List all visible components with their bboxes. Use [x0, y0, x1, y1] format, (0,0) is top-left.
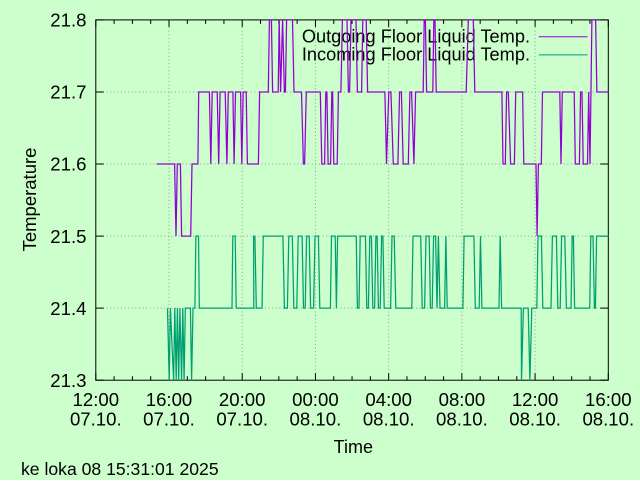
svg-text:08.10.: 08.10.: [363, 409, 415, 430]
svg-text:12:00: 12:00: [73, 389, 120, 410]
svg-text:08.10.: 08.10.: [290, 409, 342, 430]
svg-text:12:00: 12:00: [512, 389, 559, 410]
svg-text:21.7: 21.7: [50, 82, 86, 103]
svg-text:20:00: 20:00: [219, 389, 266, 410]
svg-text:21.6: 21.6: [50, 154, 86, 175]
svg-text:04:00: 04:00: [365, 389, 412, 410]
svg-text:21.4: 21.4: [50, 298, 86, 319]
svg-text:07.10.: 07.10.: [216, 409, 268, 430]
svg-text:Time: Time: [334, 437, 373, 457]
svg-text:Outgoing Floor Liquid Temp.: Outgoing Floor Liquid Temp.: [302, 27, 530, 47]
svg-text:07.10.: 07.10.: [143, 409, 195, 430]
svg-text:16:00: 16:00: [585, 389, 632, 410]
svg-text:Incoming Floor Liquid Temp.: Incoming Floor Liquid Temp.: [302, 45, 530, 65]
svg-text:08.10.: 08.10.: [582, 409, 634, 430]
svg-text:21.8: 21.8: [50, 10, 86, 31]
svg-text:00:00: 00:00: [292, 389, 339, 410]
svg-text:21.5: 21.5: [50, 226, 86, 247]
svg-text:08:00: 08:00: [439, 389, 486, 410]
svg-text:08.10.: 08.10.: [436, 409, 488, 430]
svg-text:Temperature: Temperature: [19, 148, 40, 252]
svg-text:07.10.: 07.10.: [70, 409, 122, 430]
svg-text:08.10.: 08.10.: [509, 409, 561, 430]
svg-text:21.3: 21.3: [50, 370, 86, 391]
svg-text:16:00: 16:00: [146, 389, 193, 410]
svg-text:ke loka 08 15:31:01 2025: ke loka 08 15:31:01 2025: [21, 459, 219, 479]
